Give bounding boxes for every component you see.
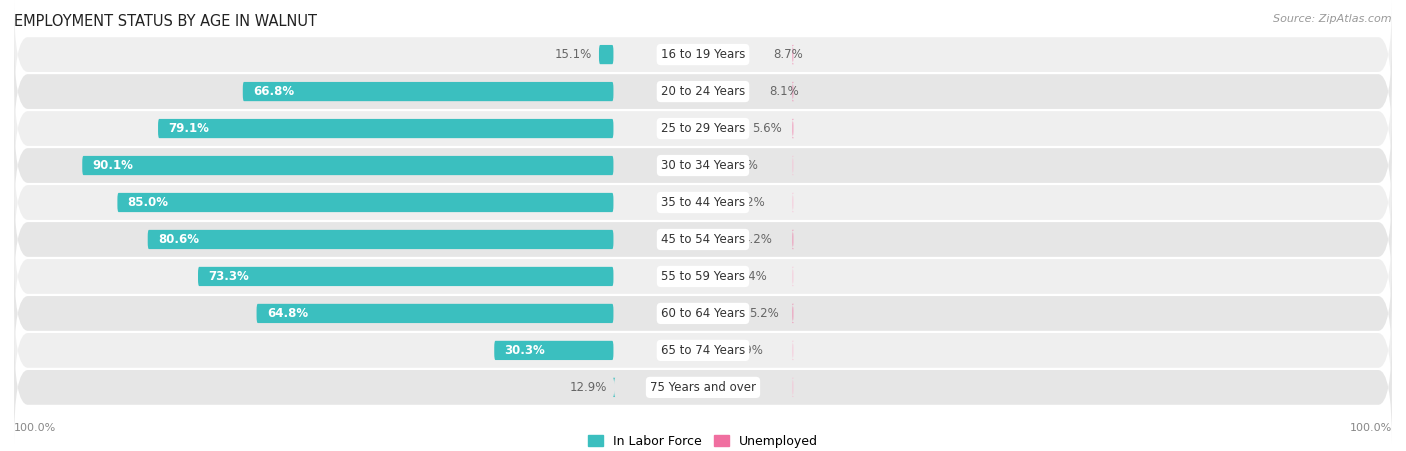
Text: 60 to 64 Years: 60 to 64 Years: [661, 307, 745, 320]
Text: 25 to 29 Years: 25 to 29 Years: [661, 122, 745, 135]
FancyBboxPatch shape: [792, 193, 794, 212]
Text: 45 to 54 Years: 45 to 54 Years: [661, 233, 745, 246]
Text: 80.6%: 80.6%: [157, 233, 200, 246]
Text: 3.4%: 3.4%: [737, 270, 766, 283]
Text: 66.8%: 66.8%: [253, 85, 294, 98]
FancyBboxPatch shape: [148, 230, 613, 249]
Text: 64.8%: 64.8%: [267, 307, 308, 320]
FancyBboxPatch shape: [613, 378, 616, 397]
Text: 100.0%: 100.0%: [14, 423, 56, 433]
Text: 30 to 34 Years: 30 to 34 Years: [661, 159, 745, 172]
FancyBboxPatch shape: [792, 378, 794, 397]
FancyBboxPatch shape: [792, 267, 794, 286]
FancyBboxPatch shape: [14, 257, 1392, 370]
Text: 75 Years and over: 75 Years and over: [650, 381, 756, 394]
Text: 2.2%: 2.2%: [728, 159, 758, 172]
FancyBboxPatch shape: [792, 45, 794, 64]
FancyBboxPatch shape: [157, 119, 613, 138]
FancyBboxPatch shape: [792, 230, 794, 249]
FancyBboxPatch shape: [495, 341, 613, 360]
FancyBboxPatch shape: [14, 146, 1392, 259]
FancyBboxPatch shape: [256, 304, 613, 323]
FancyBboxPatch shape: [14, 331, 1392, 444]
FancyBboxPatch shape: [792, 341, 794, 360]
FancyBboxPatch shape: [83, 156, 613, 175]
Text: 16 to 19 Years: 16 to 19 Years: [661, 48, 745, 61]
FancyBboxPatch shape: [14, 35, 1392, 148]
Text: EMPLOYMENT STATUS BY AGE IN WALNUT: EMPLOYMENT STATUS BY AGE IN WALNUT: [14, 14, 318, 28]
Text: 79.1%: 79.1%: [169, 122, 209, 135]
Text: 55 to 59 Years: 55 to 59 Years: [661, 270, 745, 283]
FancyBboxPatch shape: [14, 220, 1392, 333]
Text: 5.6%: 5.6%: [752, 122, 782, 135]
Text: 35 to 44 Years: 35 to 44 Years: [661, 196, 745, 209]
Text: 8.1%: 8.1%: [769, 85, 799, 98]
Text: 15.1%: 15.1%: [555, 48, 592, 61]
FancyBboxPatch shape: [243, 82, 613, 101]
FancyBboxPatch shape: [599, 45, 613, 64]
FancyBboxPatch shape: [792, 119, 794, 138]
Text: 20 to 24 Years: 20 to 24 Years: [661, 85, 745, 98]
Text: 3.2%: 3.2%: [735, 196, 765, 209]
Text: 30.3%: 30.3%: [505, 344, 546, 357]
FancyBboxPatch shape: [14, 183, 1392, 296]
FancyBboxPatch shape: [14, 109, 1392, 222]
FancyBboxPatch shape: [198, 267, 613, 286]
FancyBboxPatch shape: [792, 304, 794, 323]
Legend: In Labor Force, Unemployed: In Labor Force, Unemployed: [588, 435, 818, 448]
Text: 5.2%: 5.2%: [749, 307, 779, 320]
FancyBboxPatch shape: [792, 156, 794, 175]
Text: 85.0%: 85.0%: [128, 196, 169, 209]
FancyBboxPatch shape: [14, 72, 1392, 185]
Text: 65 to 74 Years: 65 to 74 Years: [661, 344, 745, 357]
Text: 2.9%: 2.9%: [734, 344, 763, 357]
FancyBboxPatch shape: [792, 82, 794, 101]
Text: 12.9%: 12.9%: [569, 381, 607, 394]
FancyBboxPatch shape: [117, 193, 613, 212]
Text: 4.2%: 4.2%: [742, 233, 772, 246]
Text: 73.3%: 73.3%: [208, 270, 249, 283]
Text: 90.1%: 90.1%: [93, 159, 134, 172]
FancyBboxPatch shape: [14, 294, 1392, 407]
Text: Source: ZipAtlas.com: Source: ZipAtlas.com: [1274, 14, 1392, 23]
Text: 100.0%: 100.0%: [1350, 423, 1392, 433]
Text: 1.8%: 1.8%: [725, 381, 755, 394]
FancyBboxPatch shape: [14, 0, 1392, 111]
Text: 8.7%: 8.7%: [773, 48, 803, 61]
